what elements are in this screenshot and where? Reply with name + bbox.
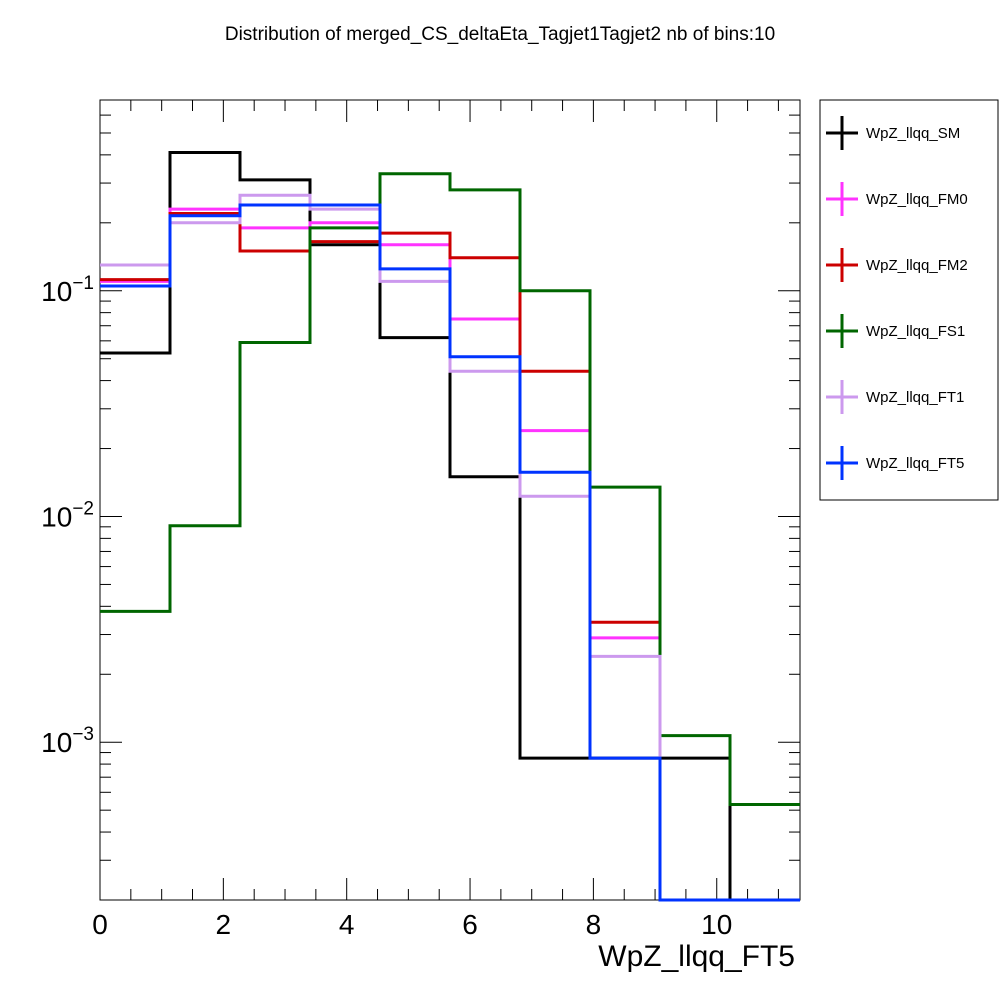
axis-ticks	[99, 99, 800, 901]
chart-title: Distribution of merged_CS_deltaEta_Tagje…	[225, 24, 775, 45]
x-tick-label: 4	[339, 909, 355, 940]
legend-item: WpZ_llqq_FM0	[826, 182, 968, 216]
y-tick-label: 10−1	[41, 273, 94, 307]
series-WpZ_llqq_SM	[100, 150, 800, 902]
legend-label: WpZ_llqq_FT5	[866, 455, 964, 472]
x-tick-label: 0	[92, 909, 108, 940]
series-layer	[100, 150, 800, 902]
legend-item: WpZ_llqq_SM	[826, 116, 960, 150]
x-tick-label: 2	[216, 909, 232, 940]
legend-label: WpZ_llqq_FT1	[866, 389, 964, 406]
legend-label: WpZ_llqq_FS1	[866, 323, 965, 340]
legend-item: WpZ_llqq_FT5	[826, 446, 964, 480]
legend-box	[819, 99, 999, 501]
legend: WpZ_llqq_SM WpZ_llqq_FM0 WpZ_llqq_FM2 WpZ_l…	[826, 116, 968, 480]
y-tick-labels: 10−1 10−2 10−3	[41, 273, 94, 758]
legend-item: WpZ_llqq_FS1	[826, 314, 965, 348]
legend-label: WpZ_llqq_SM	[866, 125, 960, 142]
x-tick-labels: 0 2 4 6 8 10	[92, 909, 732, 940]
legend-label: WpZ_llqq_FM2	[866, 257, 968, 274]
x-axis-label: WpZ_llqq_FT5	[598, 940, 795, 973]
y-tick-label: 10−3	[41, 724, 94, 758]
x-tick-label: 8	[586, 909, 602, 940]
x-tick-label: 6	[462, 909, 478, 940]
y-tick-label: 10−2	[41, 498, 94, 532]
legend-label: WpZ_llqq_FM0	[866, 191, 968, 208]
series-WpZ_llqq_FT5	[100, 203, 800, 902]
legend-item: WpZ_llqq_FT1	[826, 380, 964, 414]
x-tick-label: 10	[701, 909, 732, 940]
plot-frame	[99, 99, 801, 901]
legend-item: WpZ_llqq_FM2	[826, 248, 968, 282]
